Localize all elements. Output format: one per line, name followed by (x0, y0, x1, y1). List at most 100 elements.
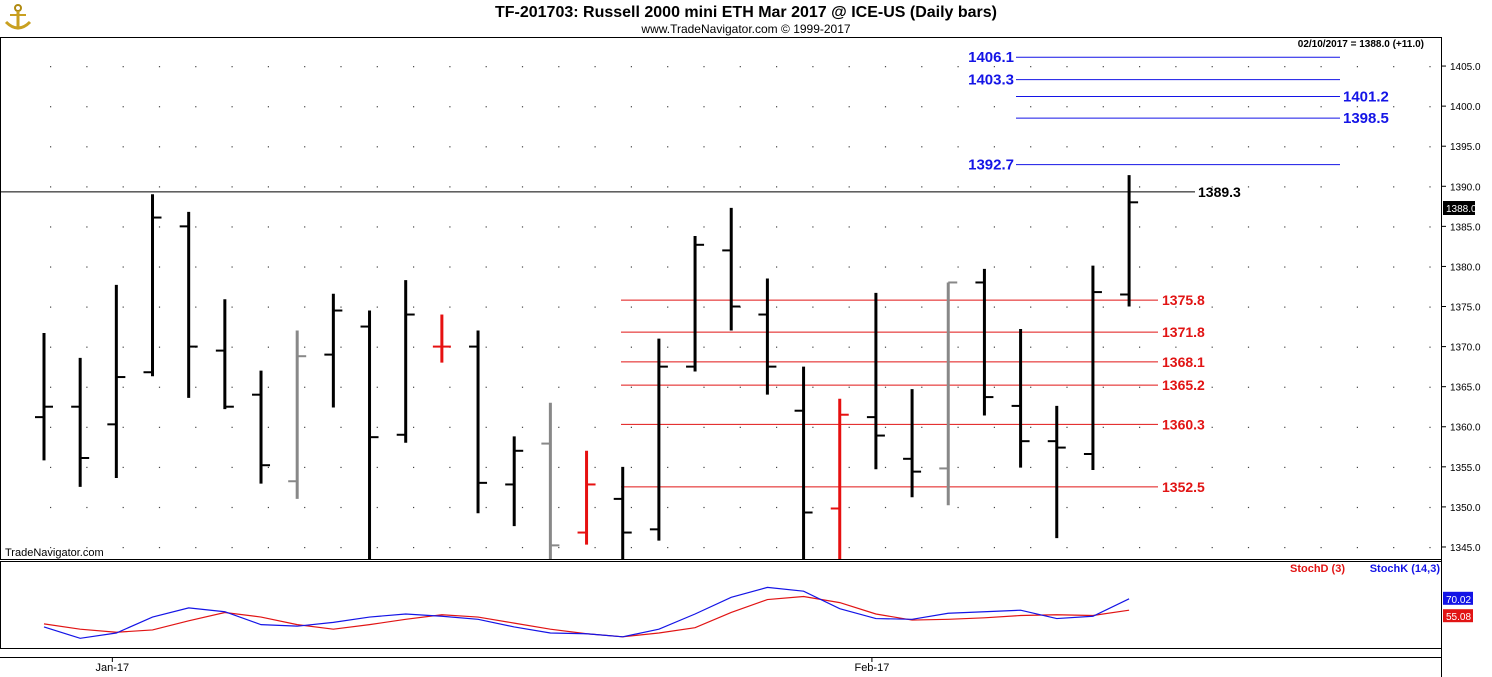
grid-dot (1320, 466, 1322, 469)
grid-dot (1066, 266, 1068, 268)
grid-dot (1211, 146, 1213, 148)
grid-dot (558, 346, 560, 348)
grid-dot (1356, 386, 1358, 388)
badge-bg (1443, 609, 1473, 623)
grid-dot (667, 66, 669, 68)
grid-dot (1175, 146, 1177, 148)
grid-dot (1175, 226, 1177, 228)
grid-dot (739, 346, 741, 348)
grid-dot (195, 186, 197, 188)
grid-dot (1066, 546, 1068, 549)
grid-dot (376, 146, 378, 148)
price-panel-frame (0, 37, 1442, 560)
grid-dot (195, 66, 197, 68)
grid-dot (1320, 226, 1322, 228)
grid-dot (50, 346, 52, 348)
grid-dot (1393, 226, 1395, 228)
grid-dot (413, 466, 415, 469)
grid-dot (304, 186, 306, 188)
grid-dot (921, 106, 923, 108)
grid-dot (921, 546, 923, 549)
grid-dot (1393, 186, 1395, 188)
grid-dot (449, 146, 451, 148)
grid-dot (812, 506, 814, 509)
ohlc-bar (469, 330, 488, 514)
grid-dot (1247, 386, 1250, 388)
price-levels: 1406.1 1403.3 1401.2 1398.5 1392.7 1389.3 1375… (1, 49, 1389, 495)
grid-dot (195, 146, 197, 148)
grid-dot (1320, 306, 1322, 308)
grid-dot (1066, 386, 1068, 388)
grid-dot (340, 466, 342, 469)
grid-dot (413, 146, 415, 148)
grid-dot (558, 306, 560, 308)
grid-dot (957, 106, 959, 108)
ohlc-bar (324, 293, 343, 408)
grid-dot (630, 506, 632, 509)
grid-dot (921, 306, 923, 308)
grid-dot (703, 306, 705, 308)
grid-dot (594, 386, 596, 388)
ohlc-bar (577, 450, 596, 545)
grid-dot (921, 226, 923, 228)
grid-dot (1429, 226, 1431, 228)
stochastic-panel: 70.02 55.08 (43, 586, 1473, 639)
support-level-label: 1371.8 (1162, 324, 1205, 340)
grid-dot (158, 426, 161, 428)
y-tick-label: 1360.0 (1450, 423, 1481, 434)
upper-level-label: 1398.5 (1343, 110, 1389, 127)
grid-dot (630, 426, 632, 428)
y-tick-label: 1375.0 (1450, 303, 1481, 314)
grid-dot (413, 66, 415, 68)
grid-dot (1393, 106, 1395, 108)
grid-dot (1247, 546, 1250, 549)
grid-dot (521, 146, 524, 148)
grid-dot (812, 466, 814, 469)
grid-dot (1356, 66, 1358, 68)
stochd-value-badge: 55.08 (1443, 609, 1473, 623)
grid-dot (1139, 186, 1141, 188)
grid-dot (340, 226, 342, 228)
y-tick-label: 1395.0 (1450, 142, 1481, 153)
grid-dot (267, 146, 269, 148)
grid-dot (594, 426, 596, 428)
grid-dot (1284, 146, 1286, 148)
grid-dot (1139, 146, 1141, 148)
grid-dot (267, 506, 269, 509)
grid-dot (630, 186, 632, 188)
grid-dot (1139, 426, 1141, 428)
grid-dot (50, 106, 52, 108)
grid-dot (1393, 306, 1395, 308)
grid-dot (1066, 146, 1068, 148)
grid-dot (1139, 346, 1141, 348)
grid-dot (1211, 546, 1213, 549)
ohlc-bar (1120, 175, 1139, 307)
grid-dot (812, 306, 814, 308)
grid-dot (50, 66, 52, 68)
grid-dot (703, 546, 705, 549)
grid-dot (1102, 266, 1104, 268)
grid-dot (776, 186, 778, 188)
grid-dot (340, 386, 342, 388)
ohlc-bar (613, 466, 632, 559)
badge-text: 55.08 (1446, 612, 1471, 623)
grid-dot (521, 306, 524, 308)
grid-dot (1102, 506, 1104, 509)
grid-dot (50, 266, 52, 268)
grid-dot (739, 146, 741, 148)
grid-dot (667, 226, 669, 228)
grid-dot (122, 426, 124, 428)
grid-dot (50, 186, 52, 188)
grid-dot (1102, 186, 1104, 188)
ohlc-bar (1083, 265, 1102, 471)
grid-dot (1356, 426, 1358, 428)
grid-dot (50, 506, 52, 509)
grid-dot (195, 426, 197, 428)
grid-dot (630, 266, 632, 268)
support-level-label: 1365.2 (1162, 377, 1205, 393)
grid-dot (812, 186, 814, 188)
grid-dot (340, 66, 342, 68)
upper-level-label: 1401.2 (1343, 89, 1389, 106)
grid-dot (630, 66, 632, 68)
upper-level-label: 1403.3 (968, 72, 1014, 89)
